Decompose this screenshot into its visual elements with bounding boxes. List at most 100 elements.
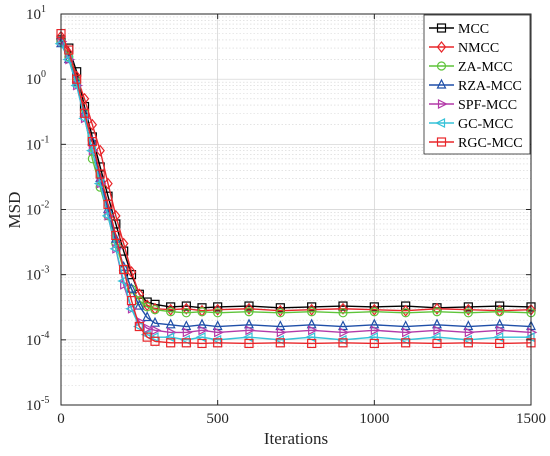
data-point-nmcc — [126, 266, 137, 278]
legend-label: SPF-MCC — [458, 98, 517, 113]
legend-label: NMCC — [458, 41, 499, 56]
legend-label: ZA-MCC — [458, 60, 512, 75]
data-point-gc-mcc — [336, 334, 347, 345]
data-point-rza-mcc — [150, 316, 160, 327]
data-point-rgc-mcc — [150, 336, 160, 346]
data-point-mcc — [181, 301, 191, 311]
legend-marker — [436, 78, 447, 89]
x-tick-label: 1000 — [359, 411, 389, 427]
data-point-nmcc — [338, 302, 348, 315]
data-point-za-mcc — [213, 308, 223, 318]
data-point-gc-mcc — [78, 113, 89, 124]
data-point-rgc-mcc — [401, 338, 411, 348]
data-point-mcc — [244, 301, 254, 311]
legend-label: RGC-MCC — [458, 136, 523, 151]
data-point-za-mcc — [244, 307, 254, 317]
series-layer — [54, 29, 538, 349]
y-tick-labels: 10-5 10-4 10-3 10-2 10-1 100 101 — [26, 4, 49, 414]
legend-marker — [436, 137, 447, 147]
legend-item-gc-mcc: GC-MCC — [429, 117, 513, 132]
x-axis-label: Iterations — [264, 429, 328, 448]
legend-label: RZA-MCC — [458, 79, 522, 94]
y-tick-label: 10-3 — [26, 265, 49, 284]
data-point-spf-mcc — [182, 327, 193, 338]
data-point-za-mcc — [463, 308, 473, 318]
legend-marker — [435, 118, 446, 128]
data-point-nmcc — [134, 288, 145, 301]
legend-marker — [436, 61, 447, 71]
data-point-nmcc — [432, 302, 442, 315]
data-point-rgc-mcc — [307, 338, 317, 349]
y-axis-label: MSD — [5, 192, 24, 229]
data-point-nmcc — [400, 304, 411, 317]
legend: MCC NMCC ZA-MCC RZA-MCC SPF-MCC GC-MCC RGC-MCC — [423, 14, 531, 155]
data-point-spf-mcc — [143, 323, 154, 334]
data-point-spf-mcc — [308, 325, 319, 336]
data-point-gc-mcc — [85, 145, 96, 156]
data-point-za-mcc — [369, 307, 379, 317]
data-point-mcc — [338, 301, 348, 311]
data-point-spf-mcc — [214, 327, 225, 338]
data-point-rgc-mcc — [95, 169, 105, 179]
data-point-rza-mcc — [134, 299, 145, 310]
legend-item-nmcc: NMCC — [429, 41, 499, 56]
data-point-spf-mcc — [276, 327, 287, 338]
data-point-rgc-mcc — [119, 264, 129, 275]
plot-frame — [60, 13, 532, 406]
data-point-rgc-mcc — [197, 338, 207, 349]
data-point-rgc-mcc — [213, 338, 223, 348]
data-point-spf-mcc — [198, 325, 209, 336]
legend-marker — [437, 99, 448, 109]
data-point-za-mcc — [401, 308, 411, 318]
legend-label: GC-MCC — [458, 117, 513, 132]
data-point-nmcc — [103, 177, 113, 190]
data-point-za-mcc — [495, 307, 505, 317]
data-point-rgc-mcc — [103, 199, 113, 209]
data-point-spf-mcc — [245, 325, 256, 336]
data-point-za-mcc — [338, 308, 348, 318]
y-tick-label: 10-4 — [26, 330, 49, 349]
data-point-rgc-mcc — [463, 338, 473, 348]
data-point-nmcc — [79, 92, 90, 105]
data-point-spf-mcc — [496, 325, 507, 336]
data-point-za-mcc — [307, 307, 317, 317]
y-tick-label: 101 — [26, 4, 46, 23]
legend-marker — [436, 41, 447, 53]
data-point-rgc-mcc — [134, 321, 144, 332]
data-point-rgc-mcc — [369, 338, 379, 349]
data-point-spf-mcc — [57, 36, 68, 47]
legend-item-za-mcc: ZA-MCC — [429, 60, 512, 75]
data-point-spf-mcc — [402, 327, 413, 338]
data-point-rgc-mcc — [166, 338, 176, 348]
data-point-rza-mcc — [165, 318, 176, 329]
data-point-rza-mcc — [126, 282, 137, 293]
data-point-rgc-mcc — [126, 295, 137, 306]
legend-marker — [436, 23, 447, 33]
data-point-rza-mcc — [142, 311, 153, 322]
data-point-nmcc — [463, 303, 474, 316]
y-tick-label: 100 — [26, 69, 46, 88]
data-point-rgc-mcc — [72, 74, 82, 84]
data-point-nmcc — [244, 302, 254, 315]
data-point-spf-mcc — [433, 325, 444, 336]
data-point-spf-mcc — [370, 325, 381, 336]
legend-item-rza-mcc: RZA-MCC — [429, 78, 522, 94]
x-tick-label: 0 — [57, 411, 65, 427]
data-point-za-mcc — [197, 307, 207, 317]
data-point-nmcc — [95, 144, 105, 157]
data-point-gc-mcc — [179, 334, 190, 345]
data-point-nmcc — [275, 304, 286, 317]
data-point-rgc-mcc — [111, 230, 121, 241]
data-point-spf-mcc — [339, 327, 350, 338]
data-point-rgc-mcc — [79, 108, 90, 118]
data-point-gc-mcc — [461, 334, 472, 345]
data-point-spf-mcc — [464, 327, 475, 338]
legend-item-spf-mcc: SPF-MCC — [429, 98, 517, 113]
x-tick-labels: 0 500 1000 1500 — [57, 411, 546, 427]
series-line-gc-mcc — [60, 43, 531, 341]
data-point-mcc — [463, 302, 473, 312]
data-point-gc-mcc — [399, 334, 410, 345]
series-line-nmcc — [60, 36, 532, 312]
legend-label: MCC — [458, 22, 489, 37]
legend-item-rgc-mcc: RGC-MCC — [429, 136, 523, 151]
